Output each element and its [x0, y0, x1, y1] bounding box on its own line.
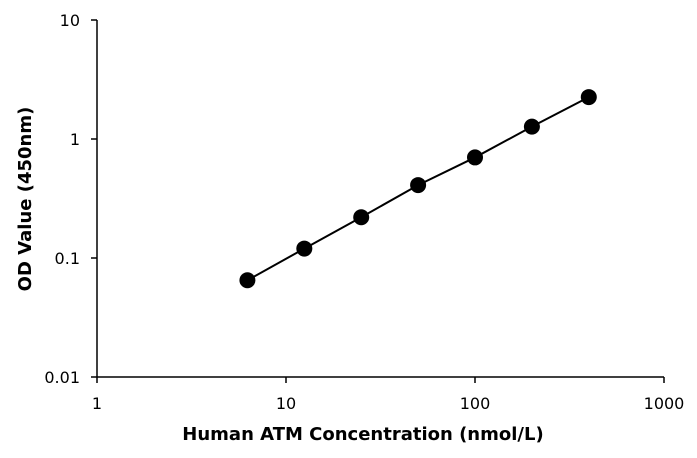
data-point: [353, 209, 370, 226]
y-tick-label: 0.1: [55, 249, 80, 268]
x-tick-label: 10: [276, 394, 296, 413]
x-tick-label: 100: [460, 394, 491, 413]
y-axis-title: OD Value (450nm): [15, 107, 36, 292]
x-ticks: 1 10 100 1000: [92, 377, 684, 413]
data-point: [467, 149, 483, 166]
x-axis-title: Human ATM Concentration (nmol/L): [182, 424, 543, 445]
y-tick-label: 0.01: [44, 368, 80, 387]
data-point: [239, 272, 256, 289]
x-tick-label: 1: [92, 394, 102, 413]
series-points: [239, 89, 597, 289]
data-point: [523, 118, 540, 135]
y-tick-label: 10: [60, 11, 80, 30]
data-point: [296, 240, 313, 257]
axes: [96, 20, 664, 378]
y-tick-label: 1: [70, 130, 80, 149]
data-point: [410, 177, 427, 194]
data-point: [580, 89, 597, 106]
x-tick-label: 1000: [644, 394, 685, 413]
y-ticks: 0.01 0.1 1 10: [44, 11, 97, 387]
